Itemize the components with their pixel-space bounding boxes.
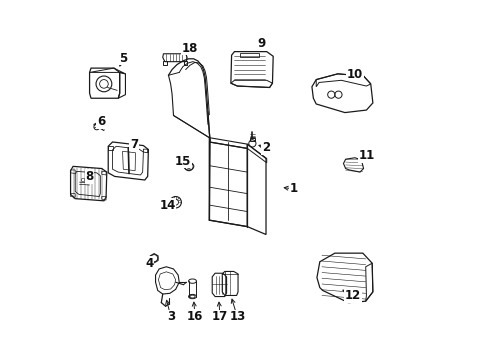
Text: 5: 5 xyxy=(119,51,127,64)
Text: 3: 3 xyxy=(166,310,175,324)
Text: 13: 13 xyxy=(229,310,245,324)
Text: 11: 11 xyxy=(358,149,374,162)
Text: 12: 12 xyxy=(344,289,360,302)
Text: 7: 7 xyxy=(130,138,138,150)
Text: 10: 10 xyxy=(346,68,362,81)
Text: 17: 17 xyxy=(212,310,228,324)
Text: 8: 8 xyxy=(85,170,94,183)
Text: 1: 1 xyxy=(289,183,298,195)
Ellipse shape xyxy=(190,295,195,298)
Text: 15: 15 xyxy=(174,155,191,168)
Text: 4: 4 xyxy=(145,257,153,270)
Text: 14: 14 xyxy=(159,199,175,212)
Text: 2: 2 xyxy=(262,141,269,154)
Text: 9: 9 xyxy=(257,37,265,50)
Text: 16: 16 xyxy=(186,310,203,323)
Text: 6: 6 xyxy=(97,116,105,129)
Text: 18: 18 xyxy=(182,41,198,54)
